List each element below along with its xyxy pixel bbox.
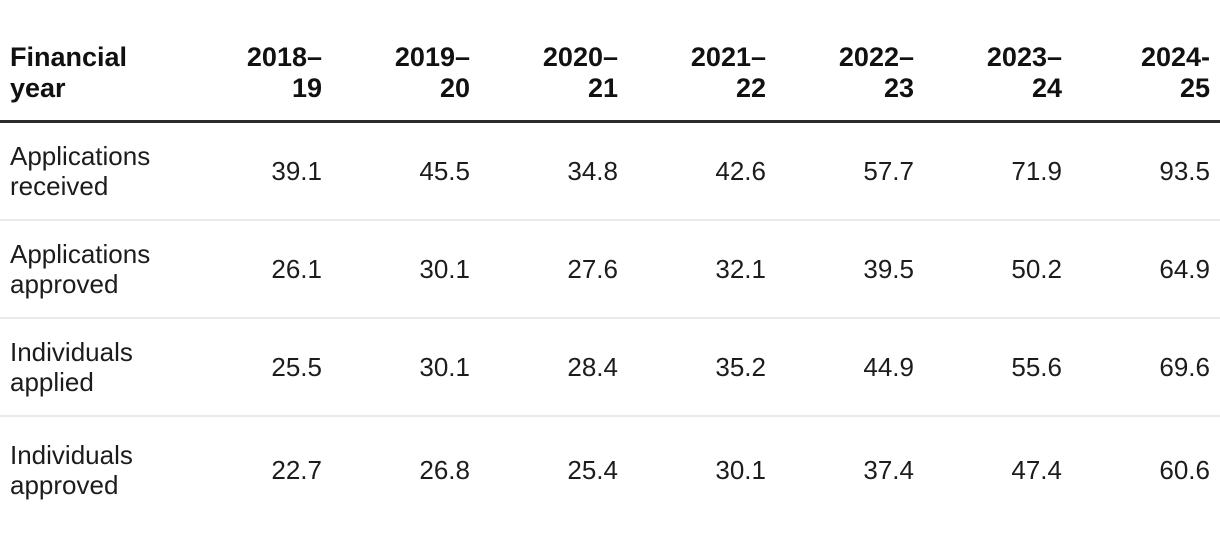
value-cell: 26.8 bbox=[332, 415, 480, 533]
row-label-individuals-applied: Individuals applied bbox=[0, 317, 184, 416]
value-cell: 22.7 bbox=[184, 415, 332, 533]
row-label-individuals-approved: Individuals approved bbox=[0, 415, 184, 533]
value-cell: 28.4 bbox=[480, 317, 628, 416]
header-cell-2021-22: 2021– 22 bbox=[628, 0, 776, 123]
value-cell: 64.9 bbox=[1072, 219, 1220, 318]
value-cell: 71.9 bbox=[1011, 156, 1062, 186]
value-cell: 30.1 bbox=[332, 219, 480, 318]
value-cell: 35.2 bbox=[628, 317, 776, 416]
table-row-applications-received: Applications received 39.1 45.5 34.8 42.… bbox=[0, 122, 1220, 221]
value-cell: 32.1 bbox=[628, 219, 776, 318]
value-cell: 26.1 bbox=[184, 219, 332, 318]
value-cell: 60.6 bbox=[1072, 415, 1220, 533]
value-cell: 25.4 bbox=[480, 415, 628, 533]
header-row: Financial year 2018– 19 2019– 20 2020– 2… bbox=[0, 0, 1220, 123]
value-cell: 25.5 bbox=[184, 317, 332, 416]
table-row-individuals-approved: Individuals approved 22.7 26.8 25.4 30.1… bbox=[0, 415, 1220, 533]
row-label-applications-approved: Applications approved bbox=[0, 219, 184, 318]
header-cell-2022-23: 2022– 23 bbox=[776, 0, 924, 123]
value-cell: 42.6 bbox=[715, 156, 766, 186]
value-cell: 44.9 bbox=[776, 317, 924, 416]
header-cell-2023-24: 2023– 24 bbox=[924, 0, 1072, 123]
value-cell: 45.5 bbox=[419, 156, 470, 186]
value-cell: 50.2 bbox=[924, 219, 1072, 318]
value-cell: 57.7 bbox=[863, 156, 914, 186]
value-cell: 47.4 bbox=[924, 415, 1072, 533]
table-row-applications-approved: Applications approved 26.1 30.1 27.6 32.… bbox=[0, 219, 1220, 318]
value-cell: 30.1 bbox=[628, 415, 776, 533]
header-cell-2019-20: 2019– 20 bbox=[332, 0, 480, 123]
header-cell-2020-21: 2020– 21 bbox=[480, 0, 628, 123]
header-cell-2018-19: 2018– 19 bbox=[184, 0, 332, 123]
value-cell: 37.4 bbox=[776, 415, 924, 533]
row-label-applications-received: Applications received bbox=[10, 141, 151, 201]
value-cell: 30.1 bbox=[332, 317, 480, 416]
value-cell: 27.6 bbox=[480, 219, 628, 318]
table-row-individuals-applied: Individuals applied 25.5 30.1 28.4 35.2 … bbox=[0, 317, 1220, 416]
value-cell: 55.6 bbox=[924, 317, 1072, 416]
value-cell: 69.6 bbox=[1072, 317, 1220, 416]
header-cell-2024-25: 2024- 25 bbox=[1072, 0, 1220, 123]
value-cell: 39.1 bbox=[271, 156, 322, 186]
value-cell: 39.5 bbox=[776, 219, 924, 318]
value-cell: 93.5 bbox=[1159, 156, 1210, 186]
header-cell-financial-year: Financial year bbox=[0, 0, 184, 123]
value-cell: 34.8 bbox=[567, 156, 618, 186]
